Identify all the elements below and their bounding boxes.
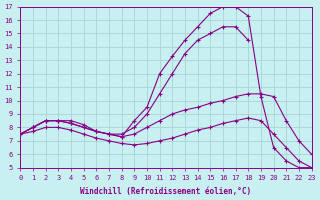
X-axis label: Windchill (Refroidissement éolien,°C): Windchill (Refroidissement éolien,°C) xyxy=(80,187,252,196)
